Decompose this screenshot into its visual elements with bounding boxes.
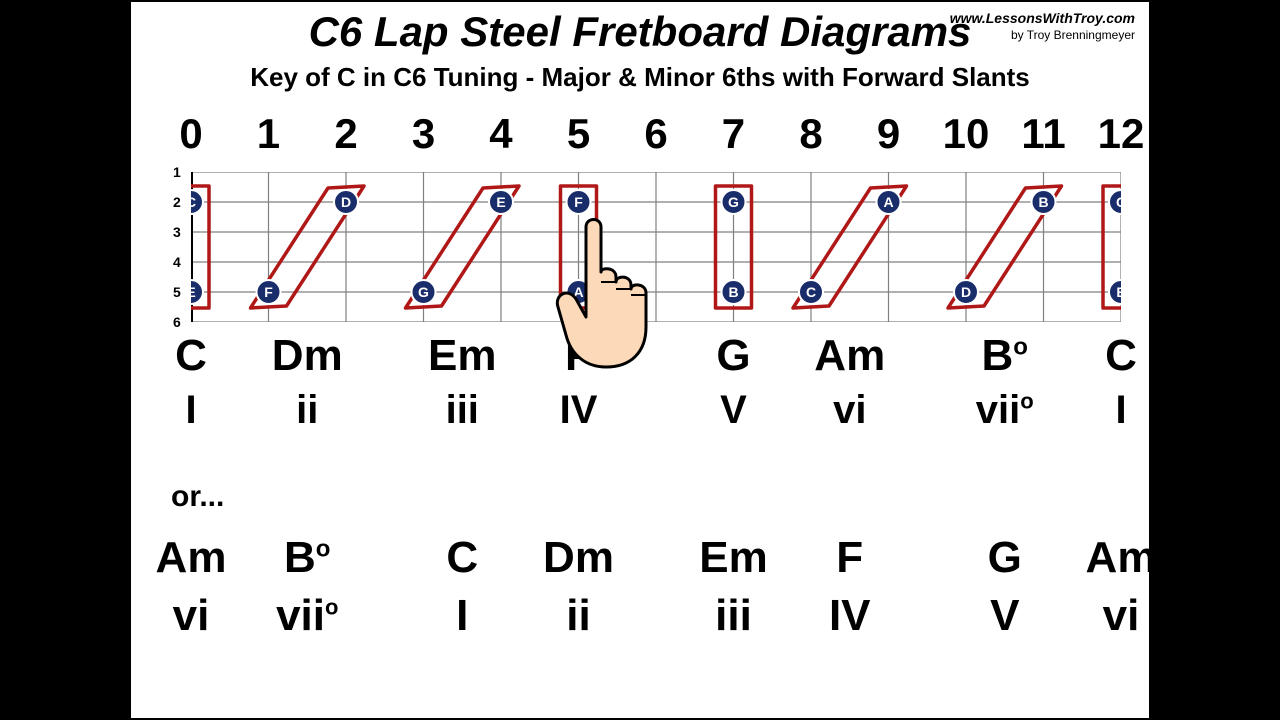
chord-name: Bo: [982, 334, 1028, 378]
svg-text:A: A: [573, 284, 583, 300]
chord-name: F: [836, 536, 863, 580]
string-number: 2: [173, 194, 181, 210]
svg-text:F: F: [574, 194, 583, 210]
chord-roman: vi: [833, 390, 866, 430]
page-title: C6 Lap Steel Fretboard Diagrams: [131, 8, 1149, 56]
chord-roman: vi: [173, 594, 210, 638]
string-number: 4: [173, 254, 181, 270]
note-marker: B: [722, 280, 746, 304]
fret-number: 6: [644, 110, 667, 158]
note-marker: A: [567, 280, 591, 304]
chord-name: F: [565, 334, 592, 378]
note-marker: C: [799, 280, 823, 304]
note-marker: B: [1032, 190, 1056, 214]
note-marker: D: [334, 190, 358, 214]
fret-number: 7: [722, 110, 745, 158]
chord-name: Em: [699, 536, 767, 580]
string-number: 1: [173, 164, 181, 180]
fret-number: 2: [334, 110, 357, 158]
note-marker: D: [954, 280, 978, 304]
fret-number: 10: [943, 110, 990, 158]
svg-text:G: G: [728, 194, 739, 210]
note-marker: G: [722, 190, 746, 214]
svg-text:B: B: [1038, 194, 1048, 210]
chord-name: C: [175, 334, 207, 378]
chord-roman: viio: [276, 594, 338, 638]
fret-number: 9: [877, 110, 900, 158]
svg-text:G: G: [418, 284, 429, 300]
page-subtitle: Key of C in C6 Tuning - Major & Minor 6t…: [131, 62, 1149, 93]
svg-text:E: E: [1116, 284, 1121, 300]
svg-text:B: B: [728, 284, 738, 300]
note-marker: G: [412, 280, 436, 304]
string-number: 6: [173, 314, 181, 330]
string-number: 3: [173, 224, 181, 240]
note-marker: F: [257, 280, 281, 304]
svg-text:C: C: [1116, 194, 1121, 210]
chord-roman: iii: [446, 390, 479, 430]
fret-number: 11: [1021, 110, 1065, 158]
chord-name: Am: [156, 536, 227, 580]
svg-text:A: A: [883, 194, 893, 210]
chord-roman: IV: [829, 594, 871, 638]
fret-number: 4: [489, 110, 512, 158]
chord-name: Am: [1086, 536, 1157, 580]
chord-roman: viio: [976, 390, 1034, 430]
fretboard: 123456 CEDFEGFAGBACBDCE: [191, 172, 1121, 322]
svg-text:D: D: [961, 284, 971, 300]
note-marker: E: [1109, 280, 1121, 304]
chord-name: C: [1105, 334, 1137, 378]
chord-name: G: [988, 536, 1022, 580]
svg-text:E: E: [191, 284, 196, 300]
chord-roman: iii: [715, 594, 752, 638]
fret-number-row: 0123456789101112: [161, 110, 1129, 160]
note-marker: E: [191, 280, 203, 304]
chord-roman: ii: [296, 390, 318, 430]
note-marker: C: [191, 190, 203, 214]
svg-text:E: E: [496, 194, 505, 210]
svg-text:C: C: [806, 284, 816, 300]
chord-roman: IV: [560, 390, 598, 430]
fret-number: 3: [412, 110, 435, 158]
chord-roman: I: [1115, 390, 1126, 430]
svg-text:D: D: [341, 194, 351, 210]
chord-name: Am: [814, 334, 885, 378]
note-marker: F: [567, 190, 591, 214]
svg-text:C: C: [191, 194, 196, 210]
diagram-card: www.LessonsWithTroy.com by Troy Brenning…: [129, 0, 1151, 720]
fret-number: 8: [799, 110, 822, 158]
header: C6 Lap Steel Fretboard Diagrams Key of C…: [131, 8, 1149, 93]
svg-text:F: F: [264, 284, 273, 300]
fret-number: 0: [179, 110, 202, 158]
chord-name: Dm: [543, 536, 614, 580]
chord-roman: I: [185, 390, 196, 430]
chord-name: Em: [428, 334, 496, 378]
chord-roman: vi: [1103, 594, 1140, 638]
fret-number: 1: [257, 110, 280, 158]
chord-roman: V: [990, 594, 1019, 638]
chord-roman: I: [456, 594, 468, 638]
note-marker: C: [1109, 190, 1121, 214]
note-marker: A: [877, 190, 901, 214]
note-marker: E: [489, 190, 513, 214]
fretboard-svg: C E D F E G F A G B A C B D C E: [191, 172, 1121, 322]
chord-roman: V: [720, 390, 747, 430]
fret-number: 5: [567, 110, 590, 158]
chord-name: C: [446, 536, 478, 580]
chord-name: Bo: [284, 536, 330, 580]
or-label: or...: [171, 480, 224, 514]
chord-name: G: [716, 334, 750, 378]
chord-name: Dm: [272, 334, 343, 378]
chord-roman: ii: [566, 594, 590, 638]
fret-number: 12: [1098, 110, 1145, 158]
string-number: 5: [173, 284, 181, 300]
